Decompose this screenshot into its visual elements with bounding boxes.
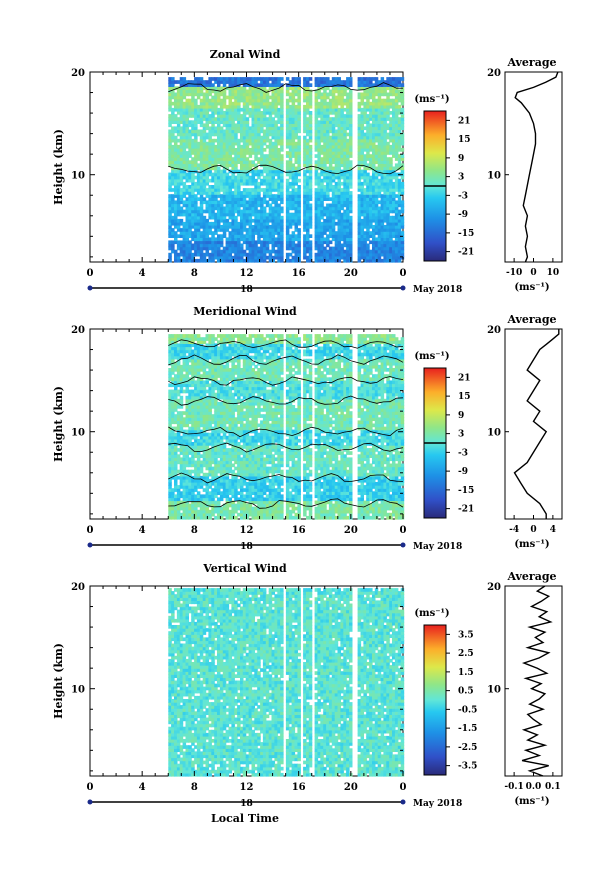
- colorbar-tick-label: 21: [458, 116, 471, 126]
- avg-y-tick-label: 10: [487, 171, 501, 182]
- avg-frame-zonal: [505, 72, 562, 262]
- heatmap-cell: [280, 77, 284, 81]
- heatmap-cell: [280, 216, 284, 220]
- heatmap-cell: [297, 179, 301, 183]
- colorbar-tick-label: 9: [458, 154, 464, 164]
- avg-profile-line: [515, 72, 558, 262]
- unit-label-zonal: (ms⁻¹): [414, 94, 449, 105]
- x-tick-label: 0: [87, 268, 94, 279]
- heatmap-cell: [309, 240, 313, 244]
- x-tick-label: 20: [344, 268, 358, 279]
- panel-title-zonal: Zonal Wind: [210, 48, 281, 61]
- y-tick-label: 10: [71, 171, 85, 182]
- heatmap-cell: [280, 207, 284, 211]
- heatmap-cell: [297, 77, 301, 81]
- panel-zonal: Zonal Wind 0 4 8 12 16 20 0 20 10 18 May 2018 Heig…: [52, 48, 562, 295]
- heatmap-cell: [349, 191, 353, 195]
- heatmap-cell: [401, 83, 405, 87]
- avg-unit-zonal: (ms⁻¹): [514, 282, 549, 293]
- heatmap-zonal: [168, 77, 404, 263]
- x-tick-label: 8: [191, 268, 198, 279]
- heatmap-cell: [297, 185, 301, 189]
- heatmap-cell: [309, 234, 313, 238]
- colorbar-tick-label: 15: [458, 135, 471, 145]
- colorbar-ticks-zonal: 21 15 9 3 -3 -9 -15 -21: [446, 116, 474, 257]
- x-tick-label: 4: [139, 268, 146, 279]
- date-bar-end: [401, 286, 406, 291]
- heatmap-cell: [349, 216, 353, 220]
- heatmap-cell: [401, 200, 405, 204]
- x-tick-label: 0: [400, 268, 407, 279]
- date-label: May 2018: [413, 285, 462, 295]
- heatmap-cell: [309, 83, 313, 87]
- colorbar-tick-label: -3: [458, 191, 468, 201]
- heatmap-cell: [401, 182, 405, 186]
- colorbar-tick-label: -21: [458, 248, 474, 258]
- heatmap-cell: [297, 228, 301, 232]
- panel-meridional: Meridional Wind 0 4 8 12 16 20 0201018 May 2018…: [52, 305, 562, 552]
- heatmap-cell: [297, 136, 301, 140]
- ylabel-zonal: Height (km): [52, 129, 65, 205]
- heatmap-cell: [349, 160, 353, 164]
- heatmap-cell: [401, 108, 405, 112]
- heatmap-meridional: [168, 334, 404, 520]
- heatmap-cell: [309, 204, 313, 208]
- heatmap-cell: [401, 231, 405, 235]
- colorbar-tick-label: 3: [458, 173, 464, 183]
- x-tick-label: 16: [292, 268, 306, 279]
- heatmap-cell: [280, 154, 284, 158]
- heatmap-cell: [180, 396, 184, 400]
- avg-x-tick-label: -10: [506, 268, 522, 278]
- heatmap-cell: [401, 77, 405, 81]
- heatmap-cell: [401, 148, 405, 152]
- avg-x-tick-label: 10: [547, 268, 560, 278]
- avg-y-tick-label: 20: [487, 68, 501, 79]
- heatmap-cell: [309, 111, 313, 115]
- colorbar-tick-label: -9: [458, 210, 468, 220]
- colorbar-tick-label: -15: [458, 229, 474, 239]
- heatmap-cell: [401, 154, 405, 158]
- heatmap-cell: [309, 77, 313, 81]
- heatmap-cell: [401, 216, 405, 220]
- heatmap-cell: [349, 90, 353, 94]
- avg-x-tick-label: 0: [530, 268, 536, 278]
- heatmap-cell: [349, 77, 353, 81]
- x-tick-label: 12: [240, 268, 254, 279]
- y-tick-label: 20: [71, 68, 85, 79]
- avg-profile-zonal: -10 0 10 20 10: [487, 68, 559, 278]
- date-bar-start: [88, 286, 93, 291]
- heatmap-cell: [309, 145, 313, 149]
- panel-title-meridional: Meridional Wind: [193, 305, 297, 318]
- day-label: 18: [240, 285, 253, 295]
- avg-title-zonal: Average: [506, 56, 556, 69]
